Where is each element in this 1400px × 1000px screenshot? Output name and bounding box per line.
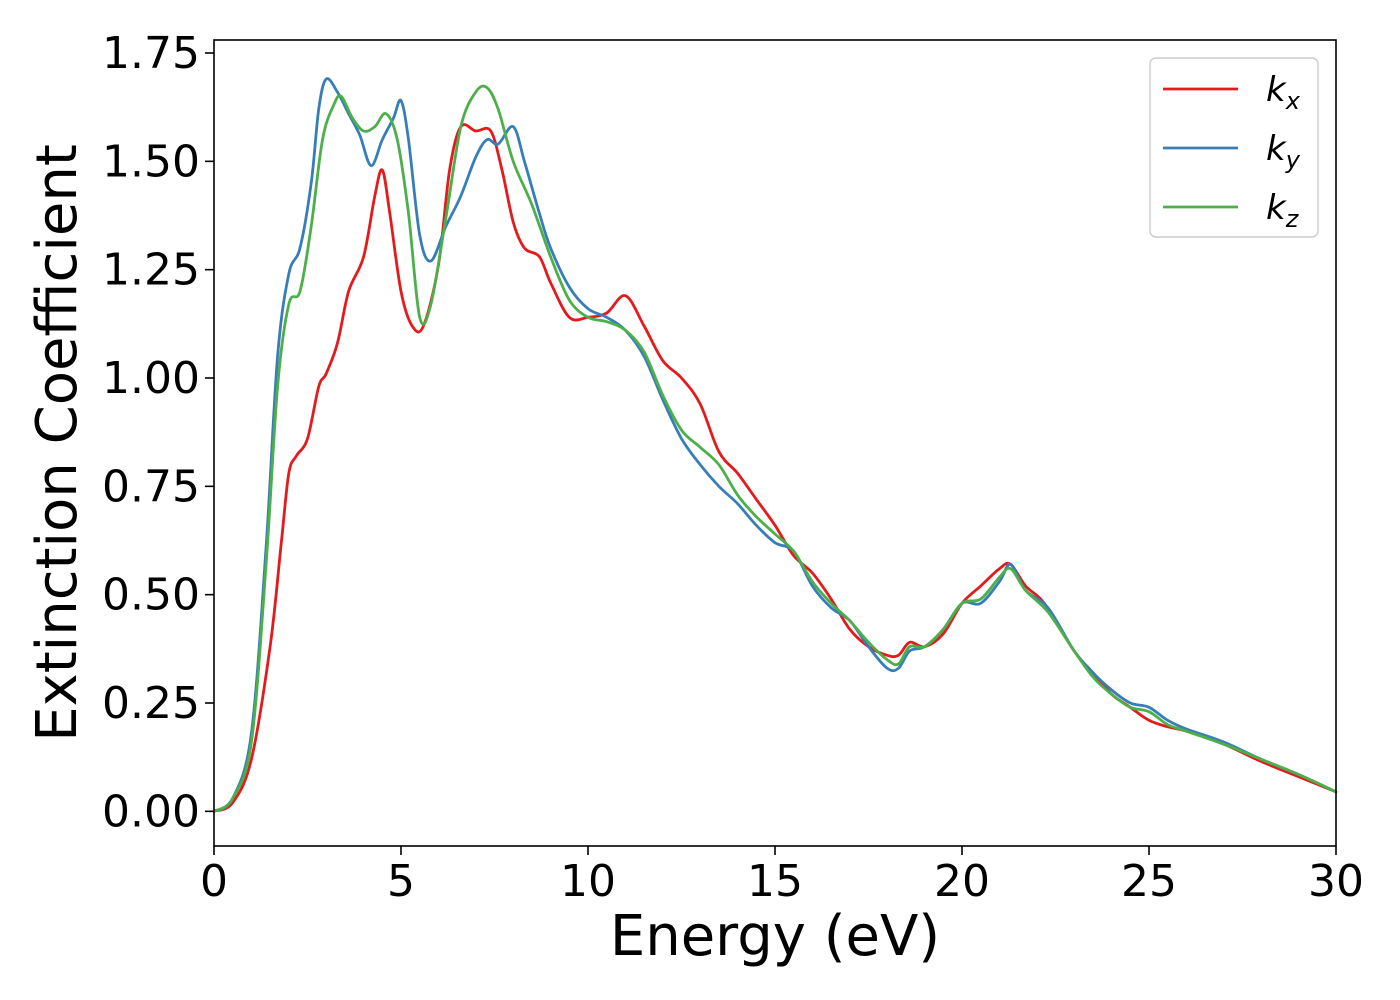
x-tick-label: 20 <box>934 856 990 907</box>
series-line-y <box>212 77 1338 813</box>
y-tick-label: 1.75 <box>102 28 200 79</box>
legend-label-z: kz <box>1266 188 1300 233</box>
legend-label-y: ky <box>1266 129 1301 174</box>
plot-lines <box>212 77 1338 813</box>
y-axis-label: Extinction Coefficient <box>25 144 90 742</box>
y-tick-label: 0.25 <box>102 678 200 729</box>
y-tick-label: 1.50 <box>102 136 200 187</box>
legend: kx ky kz <box>1149 57 1319 238</box>
y-tick-label: 0.50 <box>102 570 200 621</box>
y-axis: 0.00 0.25 0.50 0.75 1.00 1.25 1.50 1.75 <box>102 28 214 837</box>
y-tick-label: 1.25 <box>102 245 200 296</box>
x-tick-label: 30 <box>1308 856 1364 907</box>
y-tick-label: 0.00 <box>102 786 200 837</box>
x-tick-label: 15 <box>747 856 803 907</box>
legend-label-x: kx <box>1266 70 1301 115</box>
series-line-x <box>212 123 1338 813</box>
x-tick-label: 0 <box>200 856 228 907</box>
y-tick-label: 0.75 <box>102 461 200 512</box>
x-tick-label: 10 <box>560 856 616 907</box>
x-axis-label: Energy (eV) <box>610 904 940 969</box>
x-axis: 0 5 10 15 20 25 30 <box>200 846 1364 907</box>
x-tick-label: 5 <box>387 856 415 907</box>
series-line-z <box>212 84 1338 813</box>
y-tick-label: 1.00 <box>102 353 200 404</box>
x-tick-label: 25 <box>1121 856 1177 907</box>
